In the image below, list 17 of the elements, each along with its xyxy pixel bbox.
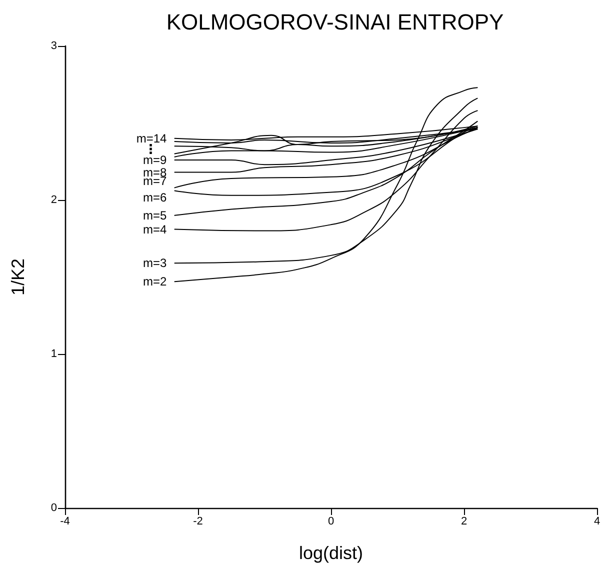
- y-tick-label: 0: [50, 502, 57, 514]
- x-tick-label: 4: [594, 516, 600, 528]
- y-tick-label: 3: [50, 40, 57, 52]
- series-label: m=6: [143, 190, 168, 204]
- x-tick-label: 0: [328, 516, 334, 528]
- series-label: m=2: [143, 274, 168, 289]
- series-label: m=3: [143, 256, 168, 270]
- x-tick-label: 2: [460, 516, 468, 528]
- chart-title: KOLMOGOROV-SINAI ENTROPY: [166, 10, 504, 34]
- y-tick-label: 2: [50, 194, 57, 206]
- y-axis-title: 1/K2: [8, 258, 28, 296]
- x-tick-label: -2: [193, 516, 203, 528]
- x-tick-label: -4: [60, 516, 70, 528]
- series-label: m=4: [143, 222, 168, 236]
- x-axis-title: log(dist): [298, 543, 364, 563]
- series-label: m=5: [143, 208, 168, 222]
- y-tick-label: 1: [50, 348, 57, 360]
